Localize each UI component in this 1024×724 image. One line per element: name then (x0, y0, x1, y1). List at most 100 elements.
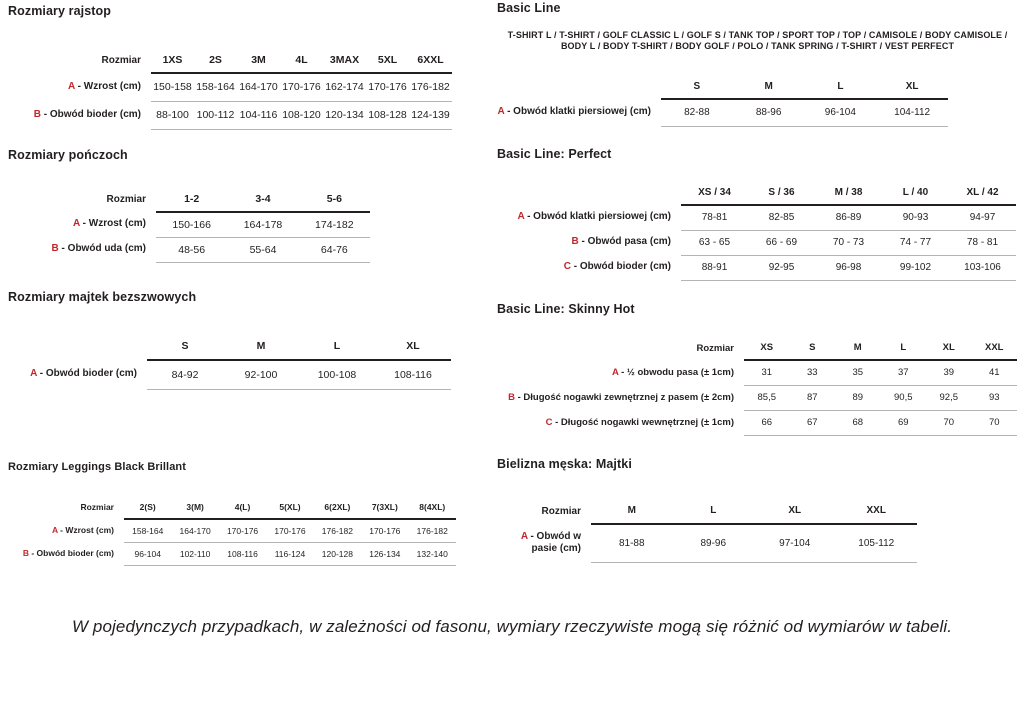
size-cell: 120-128 (313, 542, 362, 566)
row-label: A - Wzrost (cm) (68, 80, 141, 92)
size-cell: 126-134 (361, 542, 409, 566)
column-header: 5XL (366, 47, 409, 74)
column-header: XL (754, 498, 836, 525)
size-cell: 96-98 (815, 255, 882, 281)
size-table: Rozmiar XS S M L XL XXL A - ½ obwodu pasa (± 1c… (471, 336, 1017, 436)
table-row: A - Wzrost (cm) 150-158 158-164 164-170 170-… (8, 73, 452, 102)
row-letter: A (611, 366, 619, 378)
column-header: 1XS (151, 47, 194, 74)
column-header-corner (465, 75, 661, 99)
column-header: XS (744, 336, 790, 361)
section-title-basic-line: Basic Line (497, 1, 561, 15)
size-cell: 70 (926, 410, 972, 436)
size-cell: 55-64 (227, 237, 299, 263)
size-table: S M L XL A - Obwód klatki piersiowej (cm) 82-… (465, 75, 948, 127)
column-header: 5-6 (298, 186, 370, 213)
size-cell: 87 (789, 385, 835, 411)
size-cell: 89-96 (672, 524, 754, 563)
size-table-basic-line-perfect: XS / 34 S / 36 M / 38 L / 40 XL / 42 A - Obwó… (485, 181, 1016, 281)
size-cell: 35 (835, 360, 881, 386)
size-table: XS / 34 S / 36 M / 38 L / 40 XL / 42 A - Obwó… (485, 181, 1016, 281)
size-cell: 96-104 (124, 542, 172, 566)
column-header: 2S (194, 47, 237, 74)
size-table-leggings: Rozmiar 2(S) 3(M) 4(L) 5(XL) 6(2XL) 7(3XL) 8(4X… (8, 495, 456, 566)
column-header: XL (375, 332, 451, 361)
column-header: S (789, 336, 835, 361)
row-label: C - Obwód bioder (cm) (563, 261, 671, 273)
column-header: 3M (237, 47, 280, 74)
size-cell: 82-88 (661, 99, 733, 127)
table-row: A - Wzrost (cm) 150-166 164-178 174-182 (8, 212, 370, 238)
size-cell: 158-164 (194, 73, 237, 102)
size-table-basic-line-skinny-hot: Rozmiar XS S M L XL XXL A - ½ obwodu pasa (± 1c… (471, 336, 1017, 436)
table-row: B - Obwód uda (cm) 48-56 55-64 64-76 (8, 237, 370, 263)
size-cell: 132-140 (408, 542, 456, 566)
size-cell: 170-176 (280, 73, 323, 102)
row-letter: C (545, 416, 553, 428)
size-cell: 103-106 (949, 255, 1016, 281)
row-letter: A (517, 211, 525, 223)
size-cell: 158-164 (124, 519, 172, 543)
column-header: 3-4 (227, 186, 299, 213)
column-header: L (804, 75, 877, 100)
size-cell: 104-112 (876, 99, 948, 127)
header-row: S M L XL (8, 332, 451, 361)
size-table: S M L XL A - Obwód bioder (cm) 84-92 92-100 100… (8, 332, 451, 390)
header-row: Rozmiar 1-2 3-4 5-6 (8, 186, 370, 213)
column-header: XL (876, 75, 948, 100)
size-cell: 68 (835, 410, 881, 436)
table-row: B - Długość nogawki zewnętrznej z pasem … (471, 385, 1017, 411)
table-row: A - ½ obwodu pasa (± 1cm) 31 33 35 37 39 41 (471, 360, 1017, 386)
column-header: XL / 42 (949, 181, 1016, 206)
size-cell: 124-139 (409, 101, 452, 130)
section-title-majtki-bezszwowe: Rozmiary majtek bezszwowych (8, 290, 197, 304)
size-cell: 116-124 (266, 542, 314, 566)
column-header: M (835, 336, 881, 361)
row-letter: A (51, 525, 58, 536)
row-label: B - Obwód bioder (cm) (33, 108, 141, 120)
column-header-corner (485, 181, 681, 205)
row-letter: A (497, 106, 505, 118)
table-row: B - Obwód bioder (cm) 88-100 100-112 104-11… (8, 101, 452, 130)
table-row: A - Obwód klatki piersiowej (cm) 78-81 82-… (485, 205, 1016, 231)
size-cell: 67 (789, 410, 835, 436)
size-cell: 170-176 (366, 73, 409, 102)
row-letter: A (68, 80, 75, 92)
size-cell: 33 (789, 360, 835, 386)
size-cell: 84-92 (147, 360, 223, 390)
size-cell: 170-176 (266, 519, 314, 543)
row-letter: A (30, 368, 37, 380)
size-cell: 99-102 (882, 255, 949, 281)
column-header: XL (926, 336, 972, 361)
size-cell: 108-128 (366, 101, 409, 130)
size-cell: 174-182 (298, 212, 370, 238)
size-cell: 108-116 (218, 542, 267, 566)
size-cell: 176-182 (408, 519, 456, 543)
row-letter: B (508, 391, 515, 403)
row-label: A - Wzrost (cm) (51, 525, 114, 536)
size-cell: 41 (971, 360, 1017, 386)
size-cell: 78-81 (681, 205, 748, 231)
table-row: C - Obwód bioder (cm) 88-91 92-95 96-98 99-1… (485, 255, 1016, 281)
size-cell: 70 (971, 410, 1017, 436)
header-row: Rozmiar 2(S) 3(M) 4(L) 5(XL) 6(2XL) 7(3XL) 8(4X… (8, 495, 456, 520)
size-cell: 88-91 (681, 255, 748, 281)
size-table: Rozmiar 1XS 2S 3M 4L 3MAX 5XL 6XXL A - Wzrost (c… (8, 47, 452, 130)
column-header: S (147, 332, 223, 361)
basic-line-product-list: T-SHIRT L / T-SHIRT / GOLF CLASSIC L / G… (507, 30, 1008, 51)
row-letter: C (563, 261, 571, 273)
section-title-bielizna-meska: Bielizna męska: Majtki (497, 457, 632, 471)
size-cell: 94-97 (949, 205, 1016, 231)
size-cell: 74 - 77 (882, 230, 949, 256)
size-table-majtki-bezszwowe: S M L XL A - Obwód bioder (cm) 84-92 92-100 100… (8, 332, 451, 390)
size-cell: 100-108 (299, 360, 375, 390)
header-row: Rozmiar XS S M L XL XXL (471, 336, 1017, 361)
column-header: L (672, 498, 754, 525)
size-cell: 176-182 (313, 519, 362, 543)
size-cell: 92-95 (748, 255, 815, 281)
row-label: B - Obwód uda (cm) (51, 243, 146, 255)
column-header: XS / 34 (681, 181, 748, 206)
row-label: C - Długość nogawki wewnętrznej (± 1cm) (545, 416, 734, 428)
size-cell: 93 (971, 385, 1017, 411)
